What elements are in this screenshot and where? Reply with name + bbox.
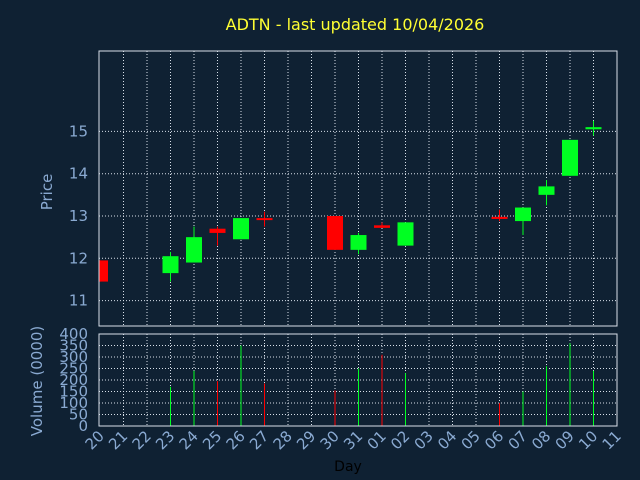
x-tick-label: 10 bbox=[575, 427, 601, 453]
price-panel-frame bbox=[98, 50, 618, 327]
candle-body bbox=[186, 237, 202, 263]
x-tick-label: 11 bbox=[599, 427, 625, 453]
candle-body bbox=[538, 186, 555, 195]
x-tick-label: 28 bbox=[270, 427, 296, 453]
x-tick-label: 02 bbox=[387, 427, 413, 453]
volume-tick-label: 100 bbox=[59, 394, 88, 412]
x-tick-label: 04 bbox=[434, 427, 460, 453]
x-tick-label: 26 bbox=[223, 427, 249, 453]
candle-body bbox=[562, 139, 578, 176]
x-tick-label: 03 bbox=[411, 427, 437, 453]
price-axis-title: Price bbox=[38, 174, 56, 211]
volume-tick-label: 400 bbox=[59, 325, 88, 343]
volume-tick-label: 0 bbox=[78, 417, 88, 435]
x-tick-label: 21 bbox=[105, 427, 131, 453]
x-tick-label: 09 bbox=[552, 427, 578, 453]
price-tick-label: 15 bbox=[69, 122, 88, 140]
x-axis-title: Day bbox=[334, 459, 362, 475]
volume-tick-label: 200 bbox=[59, 371, 88, 389]
candle-body bbox=[515, 207, 531, 222]
candle-body bbox=[327, 216, 343, 250]
x-tick-label: 07 bbox=[505, 427, 531, 453]
x-axis-ticks: 2021222324252627282930310102030405060708… bbox=[82, 427, 625, 453]
x-tick-label: 27 bbox=[246, 427, 272, 453]
x-tick-label: 30 bbox=[317, 427, 343, 453]
x-tick-label: 22 bbox=[129, 427, 155, 453]
x-tick-label: 31 bbox=[340, 427, 366, 453]
candle-body bbox=[162, 256, 179, 274]
chart-title: ADTN - last updated 10/04/2026 bbox=[226, 15, 485, 34]
candle-body bbox=[233, 218, 249, 240]
candle-body bbox=[585, 127, 602, 130]
x-tick-label: 06 bbox=[481, 427, 507, 453]
candle-body bbox=[99, 260, 108, 282]
x-tick-label: 23 bbox=[152, 427, 178, 453]
x-tick-label: 08 bbox=[528, 427, 554, 453]
volume-axis-title: Volume (0000) bbox=[28, 326, 46, 436]
price-tick-label: 12 bbox=[69, 249, 88, 267]
x-tick-label: 25 bbox=[199, 427, 225, 453]
price-tick-label: 13 bbox=[69, 207, 88, 225]
volume-panel-frame bbox=[98, 333, 618, 427]
candle-body bbox=[491, 216, 508, 219]
candle-body bbox=[209, 228, 226, 233]
volume-tick-label: 350 bbox=[59, 337, 88, 355]
candle-body bbox=[397, 222, 414, 246]
price-panel: 11 12 13 14 15 Price bbox=[38, 50, 618, 327]
candle-body bbox=[350, 235, 367, 250]
candle-body bbox=[374, 225, 390, 228]
volume-tick-label: 150 bbox=[59, 383, 88, 401]
x-tick-label: 05 bbox=[458, 427, 484, 453]
volume-tick-label: 250 bbox=[59, 360, 88, 378]
volume-tick-label: 50 bbox=[69, 406, 88, 424]
price-tick-label: 11 bbox=[69, 292, 88, 310]
price-tick-label: 14 bbox=[69, 165, 88, 183]
volume-tick-label: 300 bbox=[59, 348, 88, 366]
x-tick-label: 29 bbox=[293, 427, 319, 453]
x-tick-label: 01 bbox=[364, 427, 390, 453]
candle-body bbox=[256, 218, 273, 221]
x-tick-label: 24 bbox=[176, 427, 202, 453]
